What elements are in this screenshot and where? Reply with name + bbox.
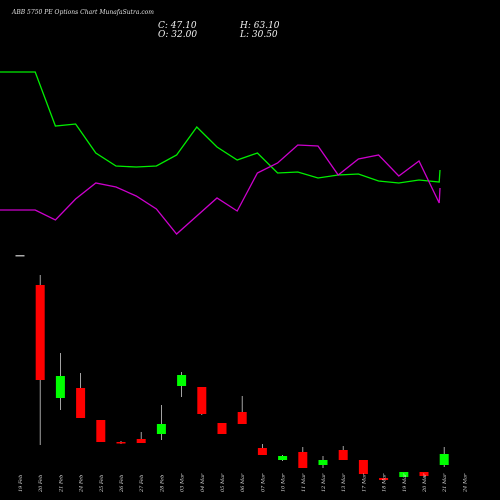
x-tick-label: 21 Feb xyxy=(58,475,64,493)
low-readout: L: 30.50 xyxy=(240,30,278,40)
series-line-2 xyxy=(0,144,441,235)
x-tick-label: 11 Mar xyxy=(301,473,307,492)
x-tick-label: 20 Mar xyxy=(422,473,428,493)
close-value: 47.10 xyxy=(170,21,197,31)
candle-body xyxy=(35,285,45,380)
candle-body xyxy=(76,388,86,418)
candle-body xyxy=(136,439,146,443)
x-tick-label: 19 Feb xyxy=(18,475,24,492)
x-tick-label: 27 Feb xyxy=(139,475,145,493)
x-tick-label: 20 Feb xyxy=(38,475,44,493)
high-value: 63.10 xyxy=(253,21,280,31)
high-readout: H: 63.10 xyxy=(240,21,280,31)
chart-title: ABB 5750 PE Options Chart MunafaSutra.co… xyxy=(12,9,154,16)
x-tick-label: 05 Mar xyxy=(220,473,226,492)
open-value: 32.00 xyxy=(171,30,198,40)
x-tick-label: 17 Mar xyxy=(361,473,367,492)
candle-body xyxy=(237,412,247,424)
close-readout: C: 47.10 xyxy=(158,21,197,31)
candle-body xyxy=(399,472,409,477)
candle-body xyxy=(177,375,187,386)
x-tick-label: 21 Mar xyxy=(442,473,448,493)
candle-body xyxy=(116,442,126,444)
candle-body xyxy=(15,255,25,257)
x-tick-label: 18 Mar xyxy=(382,473,388,492)
x-tick-label: 03 Mar xyxy=(180,473,186,492)
x-tick-label: 06 Mar xyxy=(240,473,246,492)
series-line-1 xyxy=(0,71,441,184)
x-tick-label: 04 Mar xyxy=(200,473,206,492)
open-readout: O: 32.00 xyxy=(158,30,198,40)
candle-body xyxy=(439,454,449,465)
x-tick-label: 26 Feb xyxy=(119,475,125,493)
candle-body xyxy=(379,478,389,480)
candle-body xyxy=(419,472,429,476)
x-tick-label: 19 Mar xyxy=(402,473,408,492)
candle-body xyxy=(96,420,106,442)
candle-body xyxy=(257,448,267,455)
candle-body xyxy=(298,452,308,468)
x-tick-label: 13 Mar xyxy=(341,473,347,492)
x-tick-label: 24 Mar xyxy=(462,473,468,493)
x-tick-label: 25 Feb xyxy=(99,475,105,493)
candle-body xyxy=(318,460,328,465)
candle-body xyxy=(156,424,166,434)
x-tick-label: 24 Feb xyxy=(79,475,85,493)
x-tick-label: 07 Mar xyxy=(260,473,266,492)
low-value: 30.50 xyxy=(251,30,278,40)
candle-body xyxy=(197,387,207,414)
candle-body xyxy=(338,450,348,460)
x-tick-label: 10 Mar xyxy=(281,473,287,492)
candle-body xyxy=(217,423,227,434)
x-tick-label: 28 Feb xyxy=(159,475,165,493)
candle-body xyxy=(55,376,65,398)
candle-body xyxy=(358,460,368,474)
x-tick-label: 12 Mar xyxy=(321,473,327,492)
candle-body xyxy=(278,456,288,460)
